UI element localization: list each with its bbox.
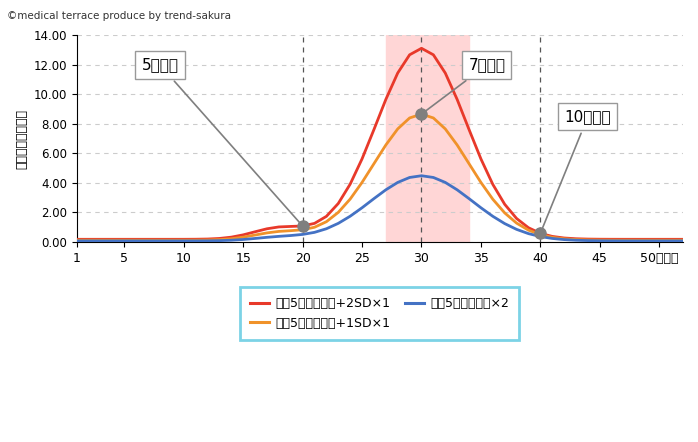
- Y-axis label: 定点当たり報告数: 定点当たり報告数: [15, 109, 28, 169]
- Text: 7月下旬: 7月下旬: [424, 57, 505, 112]
- Legend: 過去5年間の平均+2SD×1, 過去5年間の平均+1SD×1, 過去5年間の平均×2: 過去5年間の平均+2SD×1, 過去5年間の平均+1SD×1, 過去5年間の平均…: [240, 287, 519, 340]
- Bar: [386, 35, 469, 242]
- Text: 5月中旬: 5月中旬: [142, 57, 301, 224]
- Text: 10月初旬: 10月初旬: [542, 109, 611, 231]
- Text: ©medical terrace produce by trend-sakura: ©medical terrace produce by trend-sakura: [7, 11, 231, 21]
